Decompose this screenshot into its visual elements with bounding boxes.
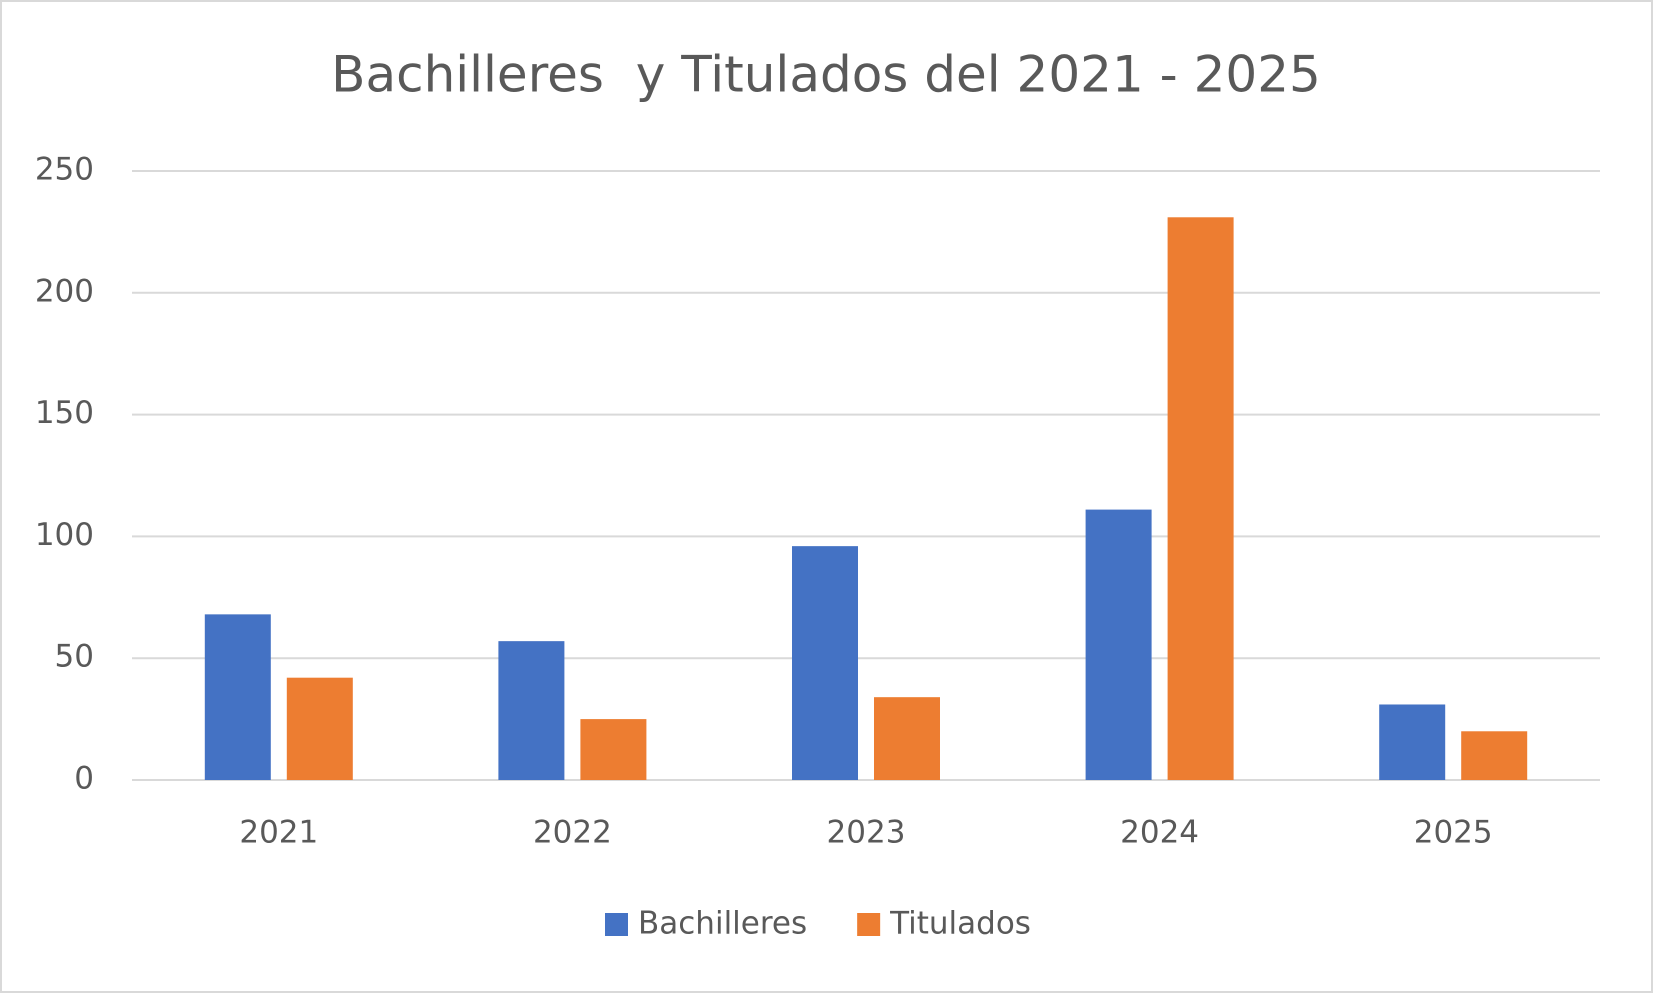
bar bbox=[286, 677, 353, 780]
legend-swatch bbox=[605, 913, 628, 936]
bar bbox=[1461, 731, 1528, 780]
x-tick-label: 2024 bbox=[1120, 815, 1199, 851]
bar bbox=[874, 697, 940, 780]
chart-title: Bachilleres y Titulados del 2021 - 2025 bbox=[331, 46, 1321, 104]
y-tick-label: 250 bbox=[35, 152, 94, 188]
y-tick-label: 0 bbox=[74, 761, 94, 797]
bar bbox=[580, 719, 647, 780]
bar bbox=[1167, 217, 1234, 780]
y-tick-label: 100 bbox=[35, 517, 94, 553]
x-tick-label: 2023 bbox=[827, 815, 906, 851]
x-tick-label: 2022 bbox=[533, 815, 612, 851]
bar bbox=[1085, 509, 1152, 780]
legend-label: Bachilleres bbox=[638, 906, 807, 942]
y-tick-label: 150 bbox=[35, 395, 94, 431]
legend-swatch bbox=[857, 913, 881, 936]
y-tick-label: 50 bbox=[55, 639, 94, 675]
bar bbox=[792, 546, 858, 780]
bar bbox=[1379, 704, 1446, 780]
y-tick-label: 200 bbox=[35, 273, 94, 309]
bar bbox=[498, 641, 565, 780]
legend-label: Titulados bbox=[889, 906, 1031, 942]
x-tick-label: 2021 bbox=[239, 815, 318, 851]
x-tick-label: 2025 bbox=[1414, 815, 1493, 851]
bar bbox=[204, 614, 271, 780]
